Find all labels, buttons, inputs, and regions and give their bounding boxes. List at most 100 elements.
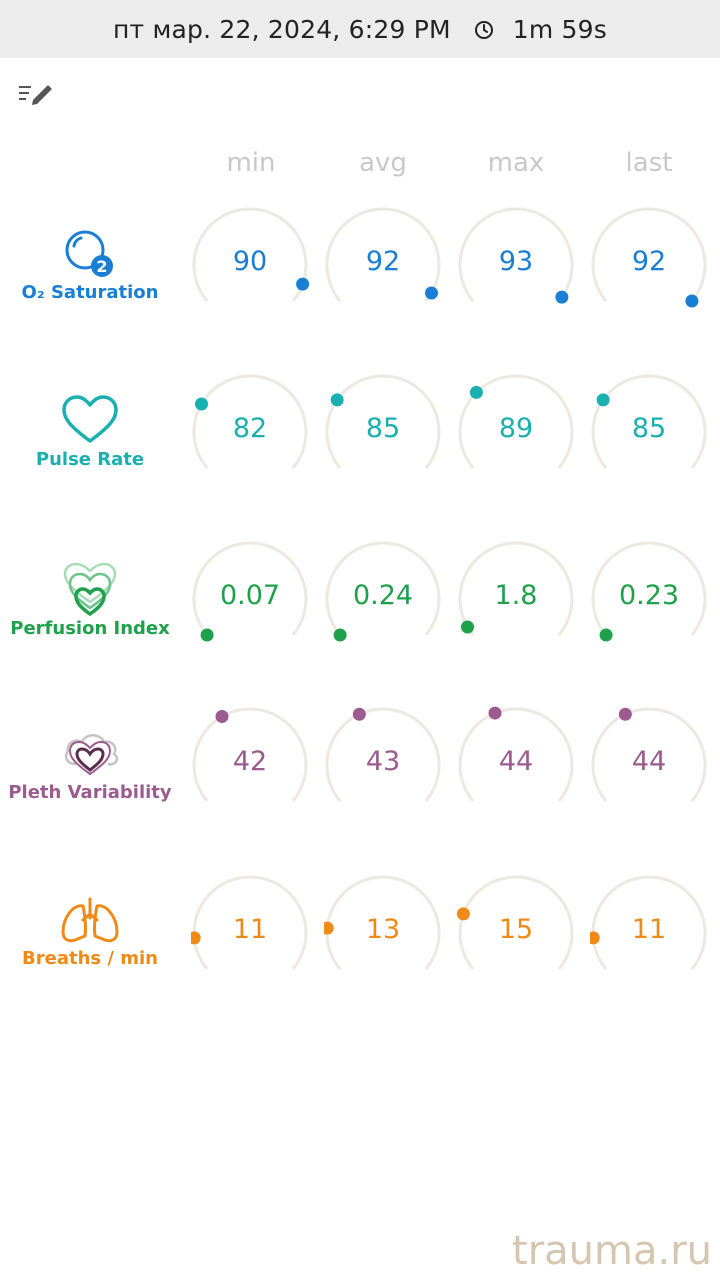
- gauge-arc: [458, 541, 574, 636]
- metric-row-perfusion[interactable]: Perfusion Index 0.07 0.24 1.8 0.23: [0, 534, 720, 684]
- gauge-arc: [325, 707, 441, 802]
- gauge-arc: [458, 706, 574, 802]
- metric-row-pleth[interactable]: Pleth Variability 42 43 44 44: [0, 700, 720, 850]
- o2-bubble-icon: 2: [65, 230, 113, 277]
- gauge-indicator-dot: [330, 393, 344, 407]
- perfusion-min-gauge: 0.07: [191, 536, 321, 666]
- gauge-track: [192, 374, 308, 469]
- gauge-arc: [192, 707, 308, 802]
- pleth-max-value: 44: [498, 746, 534, 777]
- gauge-track: [192, 707, 308, 802]
- metric-row-breaths[interactable]: Breaths / min 11 13 15 11: [0, 868, 720, 1018]
- o2-avg-gauge: 92: [324, 202, 454, 332]
- o2-last-value: 92: [631, 246, 667, 277]
- perfusion-max-gauge: 1.8: [457, 536, 587, 666]
- breaths-max-value: 15: [498, 914, 534, 945]
- gauge-indicator-dot: [555, 290, 569, 304]
- pleth-min-gauge: 42: [191, 702, 321, 832]
- header-last: last: [625, 148, 673, 178]
- watermark: trauma.ru: [512, 1228, 712, 1274]
- perfusion-avg-gauge: 0.24: [324, 536, 454, 666]
- breaths-min-gauge: 11: [191, 870, 321, 1000]
- gauge-arc: [457, 875, 574, 970]
- pleth-label: Pleth Variability: [8, 782, 172, 803]
- gauge-indicator-dot: [195, 397, 209, 411]
- gauge-track: [591, 707, 707, 802]
- pleth-min-value: 42: [232, 746, 268, 777]
- breaths-label: Breaths / min: [22, 948, 158, 969]
- o2-last-gauge: 92: [590, 202, 720, 332]
- session-datetime: пт мар. 22, 2024, 6:29 PM: [112, 14, 451, 44]
- header-max: max: [487, 148, 545, 178]
- pulse-min-value: 82: [232, 413, 268, 444]
- metric-row-pulse[interactable]: Pulse Rate 82 85 89 85: [0, 367, 720, 517]
- gauge-arc: [324, 875, 441, 970]
- gauge-indicator-dot: [424, 286, 438, 300]
- gauge-indicator-dot: [200, 628, 214, 642]
- clock-icon: [474, 21, 493, 39]
- pulse-avg-gauge: 85: [324, 369, 454, 499]
- breaths-last-value: 11: [631, 914, 667, 945]
- gauge-track: [325, 374, 441, 469]
- gauge-indicator-dot: [596, 393, 610, 407]
- breaths-min-value: 11: [232, 914, 268, 945]
- o2-max-gauge: 93: [457, 202, 587, 332]
- gauge-indicator-dot: [590, 931, 600, 945]
- gauge-track: [192, 541, 308, 636]
- header-min: min: [226, 148, 276, 178]
- edit-list-icon[interactable]: [16, 76, 56, 110]
- gauge-arc: [590, 875, 707, 970]
- perfusion-label-block: Perfusion Index: [0, 562, 180, 639]
- breaths-avg-value: 13: [365, 914, 401, 945]
- svg-text:2: 2: [96, 257, 107, 276]
- pulse-max-gauge: 89: [457, 369, 587, 499]
- gauge-arc: [192, 541, 308, 642]
- perfusion-label: Perfusion Index: [10, 618, 170, 639]
- gauge-track: [325, 707, 441, 802]
- metric-row-o2[interactable]: 2 O₂ Saturation 90 92 93 92: [0, 200, 720, 350]
- lungs-icon: [61, 897, 119, 943]
- gauge-arc: [325, 207, 441, 302]
- gauge-indicator-dot: [488, 706, 502, 720]
- gauge-track: [591, 541, 707, 636]
- heart-icon: [62, 395, 118, 443]
- column-headers: min avg max last: [0, 148, 720, 188]
- pleth-last-gauge: 44: [590, 702, 720, 832]
- o2-min-value: 90: [232, 246, 268, 277]
- gauge-indicator-dot: [296, 277, 310, 291]
- perfusion-last-value: 0.23: [618, 580, 680, 611]
- gauge-indicator-dot: [324, 921, 334, 935]
- o2-avg-value: 92: [365, 246, 401, 277]
- breaths-max-gauge: 15: [457, 870, 587, 1000]
- breaths-avg-gauge: 13: [324, 870, 454, 1000]
- pulse-last-gauge: 85: [590, 369, 720, 499]
- pulse-min-gauge: 82: [191, 369, 321, 499]
- gauge-indicator-dot: [333, 628, 347, 642]
- o2-max-value: 93: [498, 246, 534, 277]
- gauge-track: [591, 207, 707, 302]
- pulse-label: Pulse Rate: [35, 449, 145, 470]
- gauge-indicator-dot: [599, 628, 613, 642]
- gauge-arc: [591, 707, 707, 802]
- pleth-avg-value: 43: [365, 746, 401, 777]
- gauge-arc: [192, 374, 308, 469]
- perfusion-min-value: 0.07: [219, 580, 281, 611]
- gauge-indicator-dot: [215, 710, 229, 724]
- gauge-arc: [458, 374, 574, 469]
- perfusion-heart-icon: [63, 562, 117, 616]
- pulse-avg-value: 85: [365, 413, 401, 444]
- pleth-cloud-heart-icon: [64, 734, 119, 776]
- pleth-avg-gauge: 43: [324, 702, 454, 832]
- gauge-track: [458, 541, 574, 636]
- pulse-last-value: 85: [631, 413, 667, 444]
- perfusion-max-value: 1.8: [494, 580, 538, 611]
- pleth-label-block: Pleth Variability: [0, 730, 180, 803]
- gauge-track: [325, 541, 441, 636]
- gauge-arc: [591, 541, 707, 642]
- gauge-track: [458, 707, 574, 802]
- header-avg: avg: [359, 148, 407, 178]
- pulse-label-block: Pulse Rate: [0, 395, 180, 470]
- gauge-arc: [458, 207, 574, 304]
- gauge-arc: [591, 374, 707, 469]
- gauge-arc: [191, 875, 308, 970]
